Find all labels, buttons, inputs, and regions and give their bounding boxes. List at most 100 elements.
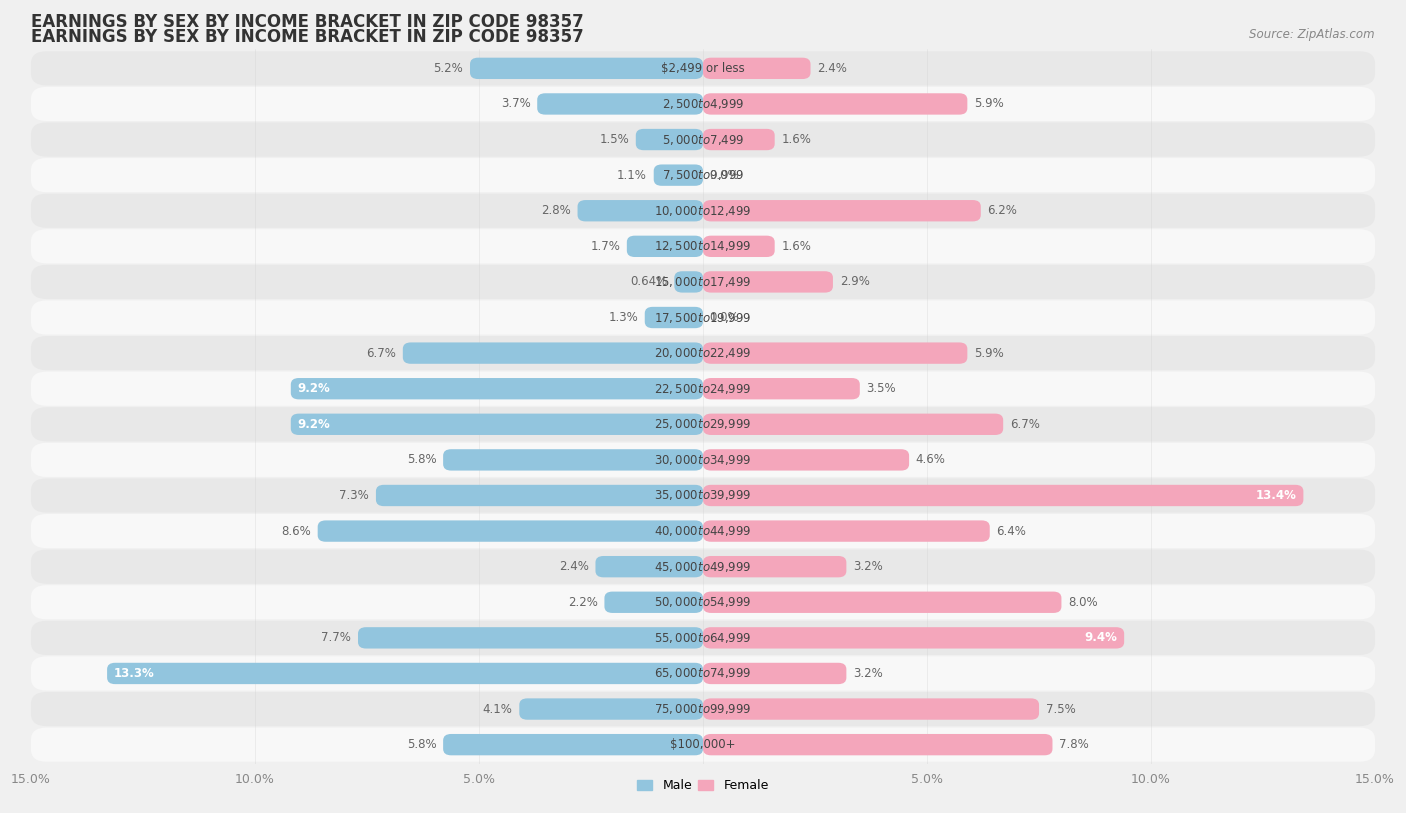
FancyBboxPatch shape xyxy=(703,592,1062,613)
Text: 2.2%: 2.2% xyxy=(568,596,598,609)
FancyBboxPatch shape xyxy=(703,450,910,471)
FancyBboxPatch shape xyxy=(31,656,1375,690)
FancyBboxPatch shape xyxy=(31,621,1375,655)
Text: 9.2%: 9.2% xyxy=(298,382,330,395)
Text: $17,500 to $19,999: $17,500 to $19,999 xyxy=(654,311,752,324)
FancyBboxPatch shape xyxy=(519,698,703,720)
FancyBboxPatch shape xyxy=(31,229,1375,263)
FancyBboxPatch shape xyxy=(359,627,703,649)
FancyBboxPatch shape xyxy=(31,407,1375,441)
Text: 7.8%: 7.8% xyxy=(1059,738,1088,751)
Text: 7.5%: 7.5% xyxy=(1046,702,1076,715)
Text: 13.4%: 13.4% xyxy=(1256,489,1296,502)
FancyBboxPatch shape xyxy=(31,51,1375,85)
Text: $45,000 to $49,999: $45,000 to $49,999 xyxy=(654,559,752,574)
FancyBboxPatch shape xyxy=(703,627,1125,649)
FancyBboxPatch shape xyxy=(636,129,703,150)
FancyBboxPatch shape xyxy=(443,450,703,471)
Text: 5.9%: 5.9% xyxy=(974,98,1004,111)
Text: 3.2%: 3.2% xyxy=(853,667,883,680)
Text: 9.2%: 9.2% xyxy=(298,418,330,431)
Text: EARNINGS BY SEX BY INCOME BRACKET IN ZIP CODE 98357: EARNINGS BY SEX BY INCOME BRACKET IN ZIP… xyxy=(31,13,583,31)
Text: 1.5%: 1.5% xyxy=(599,133,628,146)
Text: 4.1%: 4.1% xyxy=(482,702,513,715)
Text: 5.8%: 5.8% xyxy=(406,454,436,467)
FancyBboxPatch shape xyxy=(703,93,967,115)
FancyBboxPatch shape xyxy=(703,200,981,221)
FancyBboxPatch shape xyxy=(443,734,703,755)
Text: 2.8%: 2.8% xyxy=(541,204,571,217)
Text: 5.8%: 5.8% xyxy=(406,738,436,751)
FancyBboxPatch shape xyxy=(31,443,1375,477)
FancyBboxPatch shape xyxy=(703,485,1303,506)
FancyBboxPatch shape xyxy=(31,336,1375,370)
FancyBboxPatch shape xyxy=(675,272,703,293)
Text: $15,000 to $17,499: $15,000 to $17,499 xyxy=(654,275,752,289)
FancyBboxPatch shape xyxy=(703,342,967,363)
FancyBboxPatch shape xyxy=(31,158,1375,192)
FancyBboxPatch shape xyxy=(31,265,1375,299)
Text: 4.6%: 4.6% xyxy=(915,454,946,467)
Text: $30,000 to $34,999: $30,000 to $34,999 xyxy=(654,453,752,467)
FancyBboxPatch shape xyxy=(703,414,1004,435)
FancyBboxPatch shape xyxy=(596,556,703,577)
FancyBboxPatch shape xyxy=(31,478,1375,512)
FancyBboxPatch shape xyxy=(31,87,1375,121)
Text: $2,500 to $4,999: $2,500 to $4,999 xyxy=(662,97,744,111)
Text: $7,500 to $9,999: $7,500 to $9,999 xyxy=(662,168,744,182)
Text: $12,500 to $14,999: $12,500 to $14,999 xyxy=(654,239,752,254)
Text: 7.3%: 7.3% xyxy=(339,489,370,502)
Text: 3.2%: 3.2% xyxy=(853,560,883,573)
FancyBboxPatch shape xyxy=(578,200,703,221)
Text: 0.0%: 0.0% xyxy=(710,311,740,324)
Text: 6.4%: 6.4% xyxy=(997,524,1026,537)
Text: 2.4%: 2.4% xyxy=(558,560,589,573)
FancyBboxPatch shape xyxy=(31,193,1375,228)
Text: 1.6%: 1.6% xyxy=(782,240,811,253)
FancyBboxPatch shape xyxy=(375,485,703,506)
Text: $2,499 or less: $2,499 or less xyxy=(661,62,745,75)
Text: 8.0%: 8.0% xyxy=(1069,596,1098,609)
FancyBboxPatch shape xyxy=(31,692,1375,726)
FancyBboxPatch shape xyxy=(654,164,703,186)
Text: $35,000 to $39,999: $35,000 to $39,999 xyxy=(654,489,752,502)
Text: $20,000 to $22,499: $20,000 to $22,499 xyxy=(654,346,752,360)
FancyBboxPatch shape xyxy=(291,414,703,435)
Text: $22,500 to $24,999: $22,500 to $24,999 xyxy=(654,381,752,396)
Text: 2.9%: 2.9% xyxy=(839,276,869,289)
FancyBboxPatch shape xyxy=(645,307,703,328)
FancyBboxPatch shape xyxy=(627,236,703,257)
FancyBboxPatch shape xyxy=(703,58,810,79)
FancyBboxPatch shape xyxy=(703,734,1053,755)
Text: 6.7%: 6.7% xyxy=(366,346,396,359)
Text: 0.64%: 0.64% xyxy=(630,276,668,289)
Text: 3.7%: 3.7% xyxy=(501,98,530,111)
Text: $75,000 to $99,999: $75,000 to $99,999 xyxy=(654,702,752,716)
Text: 1.1%: 1.1% xyxy=(617,168,647,181)
FancyBboxPatch shape xyxy=(31,514,1375,548)
FancyBboxPatch shape xyxy=(703,236,775,257)
Text: 2.4%: 2.4% xyxy=(817,62,848,75)
Text: $55,000 to $64,999: $55,000 to $64,999 xyxy=(654,631,752,645)
FancyBboxPatch shape xyxy=(291,378,703,399)
FancyBboxPatch shape xyxy=(31,301,1375,335)
Text: Source: ZipAtlas.com: Source: ZipAtlas.com xyxy=(1250,28,1375,41)
FancyBboxPatch shape xyxy=(703,378,860,399)
FancyBboxPatch shape xyxy=(605,592,703,613)
FancyBboxPatch shape xyxy=(31,123,1375,157)
Text: $50,000 to $54,999: $50,000 to $54,999 xyxy=(654,595,752,609)
Text: $25,000 to $29,999: $25,000 to $29,999 xyxy=(654,417,752,432)
FancyBboxPatch shape xyxy=(31,550,1375,584)
Text: 7.7%: 7.7% xyxy=(322,632,352,645)
Text: 1.6%: 1.6% xyxy=(782,133,811,146)
FancyBboxPatch shape xyxy=(318,520,703,541)
Text: 3.5%: 3.5% xyxy=(866,382,896,395)
FancyBboxPatch shape xyxy=(537,93,703,115)
Text: 8.6%: 8.6% xyxy=(281,524,311,537)
Text: 9.4%: 9.4% xyxy=(1084,632,1118,645)
Text: $40,000 to $44,999: $40,000 to $44,999 xyxy=(654,524,752,538)
FancyBboxPatch shape xyxy=(703,129,775,150)
FancyBboxPatch shape xyxy=(402,342,703,363)
FancyBboxPatch shape xyxy=(107,663,703,684)
FancyBboxPatch shape xyxy=(703,272,832,293)
